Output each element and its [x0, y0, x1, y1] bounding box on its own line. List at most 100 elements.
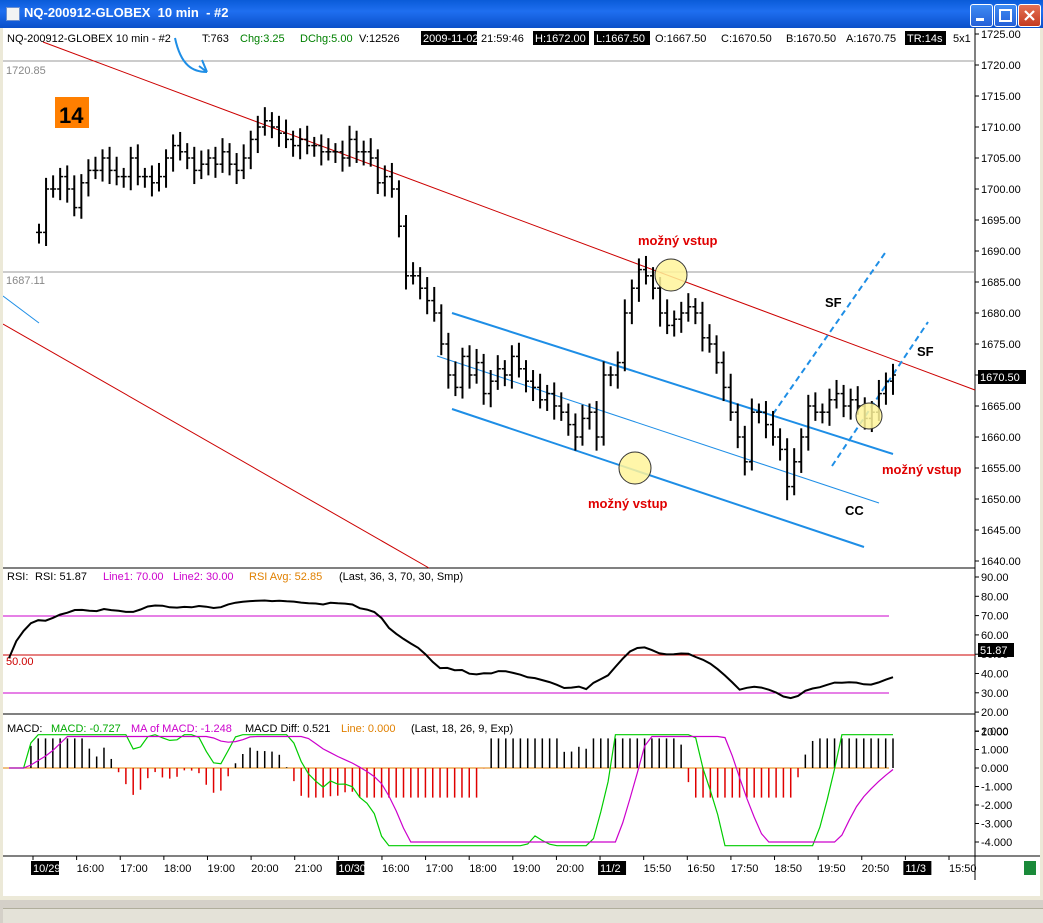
resistance-trendline[interactable]	[42, 41, 976, 391]
chart-frame: 1720.85 1687.11 možný vstup možný vstup	[3, 28, 1043, 923]
rsi-tick-label: 40.00	[981, 669, 1009, 681]
ohlc-bar	[120, 167, 127, 188]
annotation-sf: SF	[917, 344, 934, 359]
header-high-box	[533, 31, 589, 45]
price-tick-label: 1720.00	[981, 60, 1021, 72]
price-tick-label: 1715.00	[981, 91, 1021, 103]
time-tick-label: 16:00	[382, 863, 410, 875]
header-tr-box	[905, 31, 946, 45]
ohlc-bar	[283, 119, 290, 149]
macd-axis: 2.000 1.000 0.000 -1.000 -2.000 -3.000 -4.000	[975, 726, 1012, 849]
entry-highlight	[654, 258, 688, 292]
sf-dashed-line[interactable]	[831, 321, 929, 467]
header-date: 2009-11-02	[423, 33, 478, 45]
annotation-entry: možný vstup	[638, 233, 718, 248]
title-bar[interactable]: NQ-200912-GLOBEX 10 min - #2	[0, 0, 1043, 28]
annotation-entry: možný vstup	[588, 496, 668, 511]
minimize-icon	[976, 18, 984, 21]
ohlc-bar	[374, 149, 381, 194]
ohlc-bar	[57, 167, 64, 201]
maximize-button[interactable]	[994, 4, 1017, 27]
price-tick-label: 1645.00	[981, 525, 1021, 537]
time-tick-label: 16:00	[77, 863, 105, 875]
macd-tick-label: -1.000	[981, 782, 1012, 794]
ohlc-bar	[755, 403, 762, 424]
ohlc-bar	[127, 146, 134, 191]
header-bid: B:1670.50	[786, 33, 836, 45]
macd-legend: MACD: MACD: -0.727 MA of MACD: -1.248 MA…	[7, 723, 513, 735]
time-tick-label: 21:00	[295, 863, 323, 875]
ohlc-bar	[544, 384, 551, 411]
time-tick-label: 19:00	[513, 863, 541, 875]
ohlc-bar	[395, 180, 402, 238]
ohlc-bar	[607, 366, 614, 387]
price-tick-label: 1700.00	[981, 184, 1021, 196]
ohlc-bar	[847, 388, 854, 420]
reference-label: 1687.11	[6, 275, 45, 287]
macd-tick-label: -4.000	[981, 837, 1012, 849]
ohlc-bar	[487, 370, 494, 408]
ohlc-bar	[205, 149, 212, 176]
ohlc-bar	[600, 361, 607, 446]
ohlc-bar	[346, 125, 353, 167]
price-tick-label: 1650.00	[981, 494, 1021, 506]
close-button[interactable]	[1018, 4, 1041, 27]
date-marker-box	[31, 861, 59, 875]
ohlc-bar	[628, 279, 635, 325]
minimize-button[interactable]	[970, 4, 993, 27]
ohlc-bar	[43, 177, 50, 247]
price-tick-label: 1725.00	[981, 29, 1021, 41]
ohlc-bar	[388, 162, 395, 198]
ohlc-bar	[148, 165, 155, 197]
ohlc-bar	[572, 413, 579, 451]
price-chart[interactable]: 1720.85 1687.11 možný vstup možný vstup	[3, 28, 1040, 896]
ohlc-bar	[410, 262, 417, 285]
macd-params: (Last, 18, 26, 9, Exp)	[411, 723, 513, 735]
ohlc-bar	[530, 370, 537, 402]
annotation-entry: možný vstup	[882, 462, 962, 477]
ohlc-bar	[826, 388, 833, 426]
ohlc-bar	[438, 304, 445, 356]
price-tick-label: 1660.00	[981, 432, 1021, 444]
ohlc-bar	[748, 398, 755, 471]
annotation-cc: CC	[845, 503, 864, 518]
macd-tick-label: 0.000	[981, 763, 1009, 775]
header-volume: V:12526	[359, 33, 400, 45]
arrow-annotation	[174, 37, 208, 73]
ohlc-bar	[819, 403, 826, 424]
header-extra: 5x1	[953, 33, 971, 45]
price-tick-label: 1640.00	[981, 556, 1021, 568]
channel-lower-line[interactable]	[451, 408, 865, 548]
time-tick-label: 18:00	[469, 863, 497, 875]
channel-mid-line[interactable]	[436, 355, 880, 504]
header-low: L:1667.50	[596, 33, 645, 45]
time-axis[interactable]: 10/29 16:00 17:00 18:00 19:00 20:00 21:00 10/30…	[31, 856, 977, 875]
macd-tick-label: -3.000	[981, 819, 1012, 831]
rsi-tick-label: 60.00	[981, 630, 1009, 642]
macd-line-value: Line: 0.000	[341, 723, 395, 735]
price-axis[interactable]: 1725.00 1720.00 1715.00 1710.00 1705.00 1700.…	[975, 29, 1021, 568]
macd-histogram	[30, 738, 894, 798]
ohlc-bar	[332, 143, 339, 163]
ohlc-bar	[614, 351, 621, 389]
header-tr: TR:14s	[907, 33, 943, 45]
ohlc-bar	[275, 115, 282, 147]
time-tick-label: 15:50	[644, 863, 672, 875]
ohlc-bar	[459, 347, 466, 399]
header-high: H:1672.00	[535, 33, 586, 45]
rsi-last-box	[978, 643, 1014, 657]
ohlc-bar	[431, 286, 438, 322]
ohlc-bar	[558, 392, 565, 421]
sf-dashed-line[interactable]	[772, 252, 886, 415]
horizontal-scrollbar[interactable]	[3, 908, 1043, 923]
ohlc-bar	[882, 372, 889, 405]
rsi-tick-label: 10.00	[981, 726, 1009, 738]
time-tick-label: 19:50	[818, 863, 846, 875]
time-tick-label: 15:50	[949, 863, 977, 875]
date-marker-label: 11/3	[905, 863, 926, 875]
ohlc-bar	[635, 258, 642, 302]
lower-trendline[interactable]	[3, 323, 430, 569]
ohlc-bar	[254, 115, 261, 154]
channel-upper-line[interactable]	[451, 312, 894, 455]
ohlc-bar	[36, 223, 42, 244]
